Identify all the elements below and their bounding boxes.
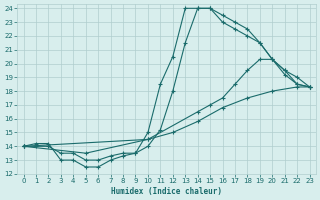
X-axis label: Humidex (Indice chaleur): Humidex (Indice chaleur) [111,187,222,196]
